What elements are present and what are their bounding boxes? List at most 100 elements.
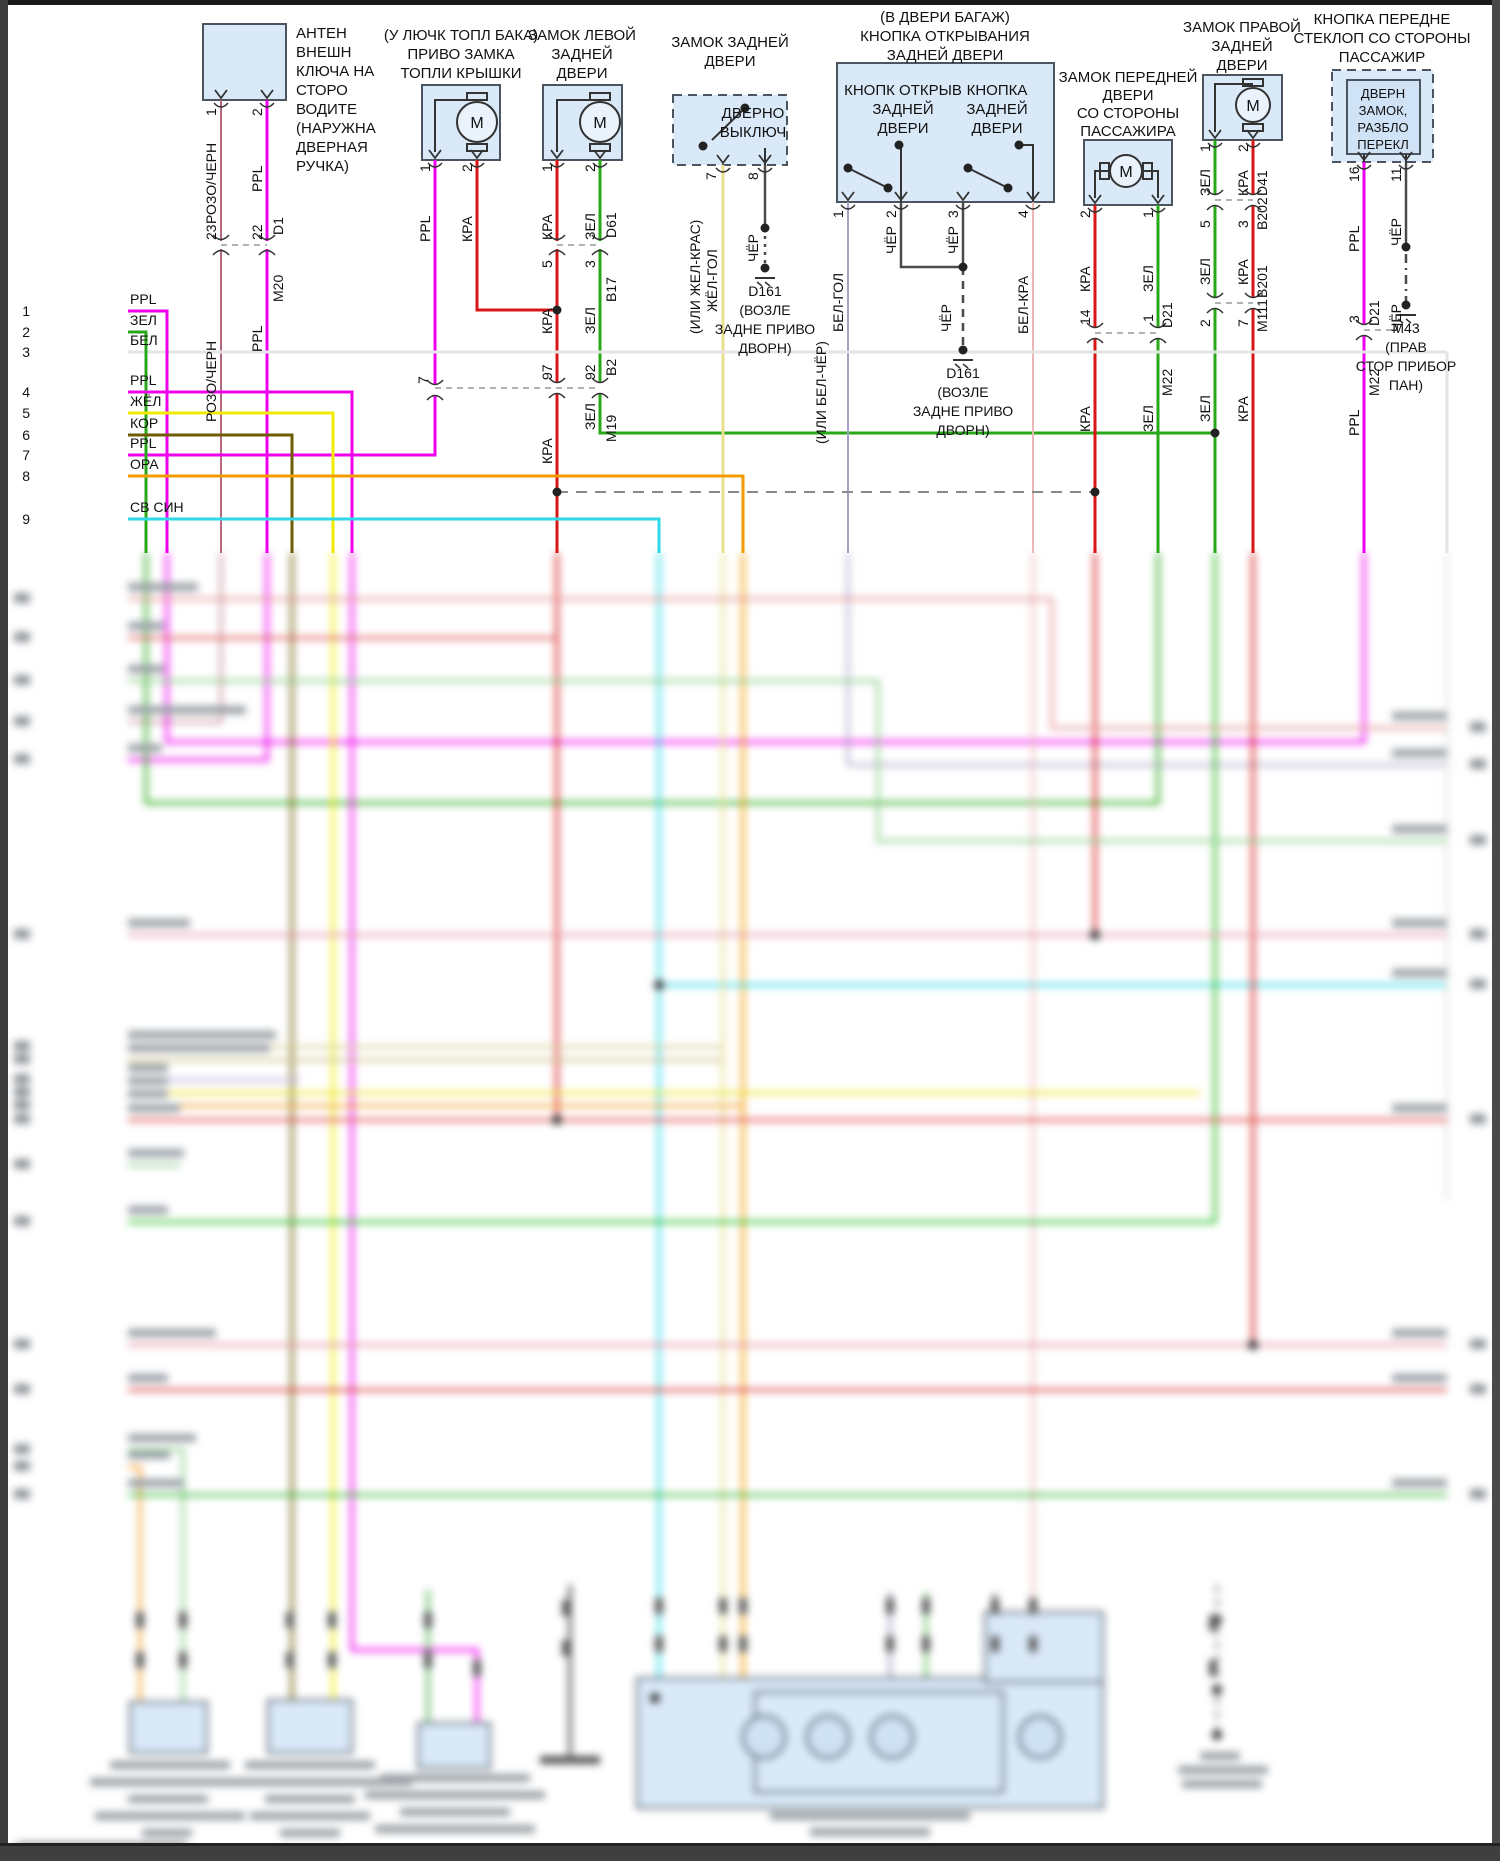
row-label: ЗЕЛ bbox=[130, 312, 157, 328]
wire-label: КРА bbox=[539, 213, 555, 240]
ground-label: ПАН) bbox=[1389, 377, 1423, 393]
blurred-text bbox=[90, 1778, 250, 1786]
blurred-text bbox=[1182, 1780, 1262, 1788]
ground-label: M43 bbox=[1392, 320, 1419, 336]
component-title: АНТЕН bbox=[296, 25, 347, 42]
wire-label: 1 bbox=[830, 210, 846, 218]
wire bbox=[128, 330, 148, 553]
component-title: ЗАМОК, bbox=[1359, 103, 1408, 118]
blurred-row-number bbox=[14, 1100, 30, 1110]
blurred-connector-blob bbox=[328, 1612, 336, 1628]
blurred-row-label bbox=[128, 1206, 168, 1214]
wire-label: БЕЛ-КРА bbox=[1015, 275, 1031, 334]
blurred-connector-blob bbox=[473, 1660, 481, 1676]
row-number: 7 bbox=[22, 447, 30, 463]
ground-icon bbox=[756, 281, 763, 287]
component-title: КНОПКА ПЕРЕДНЕ bbox=[1314, 11, 1451, 28]
component-title: КНОПКА bbox=[967, 82, 1028, 99]
blurred-motor bbox=[741, 1714, 787, 1760]
wire-label: 7 bbox=[415, 376, 431, 384]
component-title: ДВЕРИ bbox=[972, 120, 1023, 137]
component-title: ЗАДНЕЙ bbox=[1211, 37, 1272, 55]
blurred-row-label bbox=[128, 1479, 184, 1487]
pin-arrow-icon bbox=[1151, 194, 1165, 205]
wire-label: 3 bbox=[1235, 220, 1251, 228]
component-title: ДВЕРНАЯ bbox=[296, 139, 368, 156]
wire-label: ЧЁР bbox=[1388, 304, 1404, 332]
ground-label: (ВОЗЛЕ bbox=[739, 302, 790, 318]
row-number: 4 bbox=[22, 384, 30, 400]
pin-arrow-icon bbox=[716, 154, 730, 165]
ground-icon bbox=[1405, 318, 1412, 324]
blurred-row-number bbox=[14, 1444, 30, 1454]
wire bbox=[128, 309, 169, 553]
blurred-row-label bbox=[128, 706, 246, 714]
wire-label: ЗЕЛ bbox=[1140, 265, 1156, 292]
row-number: 9 bbox=[22, 511, 30, 527]
motor-terminal bbox=[1242, 123, 1264, 132]
blurred-wire bbox=[350, 553, 479, 1723]
wire-label: ЗЕЛ bbox=[1140, 405, 1156, 432]
ground-icon bbox=[1397, 318, 1404, 324]
wire-label: КРА bbox=[1077, 405, 1093, 432]
row-label: PPL bbox=[130, 291, 157, 307]
blurred-text bbox=[250, 1812, 370, 1820]
blurred-wire bbox=[846, 553, 1447, 767]
row-number: 1 bbox=[22, 303, 30, 319]
wire-label: ЗЕЛ bbox=[582, 213, 598, 240]
blurred-connector-blob bbox=[136, 1652, 144, 1668]
motor-icon bbox=[456, 101, 498, 143]
wire-label: 14 bbox=[1077, 309, 1093, 325]
connector-break-icon bbox=[1355, 319, 1373, 326]
component-title: ПАССАЖИРА bbox=[1080, 123, 1175, 140]
row-label: PPL bbox=[130, 435, 157, 451]
junction-dot bbox=[1014, 140, 1024, 150]
wire-label: КРА bbox=[459, 215, 475, 242]
connector-break-icon bbox=[1355, 334, 1373, 341]
wire-label: ЧЁР bbox=[938, 304, 954, 332]
blurred-text bbox=[142, 1829, 192, 1837]
wire-label: 7 bbox=[1235, 319, 1251, 327]
blurred-row-label bbox=[1392, 1374, 1447, 1382]
wire-label: (ИЛИ БЕЛ-ЧЁР) bbox=[813, 341, 829, 444]
wire-label: D21 bbox=[1159, 302, 1175, 328]
wire-label: КРА bbox=[539, 437, 555, 464]
ground-icon bbox=[764, 281, 771, 287]
wire-label: 2 bbox=[1077, 210, 1093, 218]
wire-label: 22 bbox=[249, 224, 265, 240]
pin-arrow-icon bbox=[894, 191, 908, 202]
wire-label: 3 bbox=[945, 210, 961, 218]
motor-icon bbox=[1109, 154, 1143, 188]
component-title: КЛЮЧА НА bbox=[296, 63, 374, 80]
blurred-connector-blob bbox=[719, 1636, 727, 1652]
connector-break-icon bbox=[548, 234, 566, 241]
blurred-motor bbox=[1017, 1714, 1063, 1760]
blurred-row-number bbox=[14, 1216, 30, 1226]
blurred-component-box bbox=[267, 1699, 353, 1754]
component-title: ПРИВО ЗАМКА bbox=[407, 46, 514, 63]
page-border bbox=[0, 1846, 1500, 1861]
blurred-section bbox=[14, 553, 1486, 1850]
motor-terminal bbox=[466, 143, 488, 152]
junction-dot bbox=[1003, 183, 1013, 193]
blurred-connector-blob bbox=[424, 1612, 432, 1628]
ground-icon bbox=[962, 363, 969, 369]
motor-letter: M bbox=[1246, 98, 1259, 115]
component-title: ЗАМОК ЛЕВОЙ bbox=[528, 26, 636, 44]
connector-break-icon bbox=[1244, 307, 1262, 314]
wire-label: ЗЕЛ bbox=[1197, 169, 1213, 196]
wire bbox=[128, 390, 354, 553]
ground-icon bbox=[954, 363, 961, 369]
motor-letter: M bbox=[593, 115, 606, 132]
component-title: ЗАДНЕЙ bbox=[872, 100, 933, 118]
wire-label: КРА bbox=[539, 307, 555, 334]
pin-arc-icon bbox=[1398, 164, 1414, 170]
blurred-text bbox=[770, 1812, 970, 1820]
blurred-row-label bbox=[1392, 1104, 1447, 1112]
blurred-row-label bbox=[128, 1044, 270, 1052]
blurred-row-label bbox=[128, 583, 198, 591]
junction-dot bbox=[760, 263, 770, 273]
junction-dot bbox=[740, 103, 750, 113]
wire-label: РОЗО/ЧЕРН bbox=[203, 341, 219, 422]
